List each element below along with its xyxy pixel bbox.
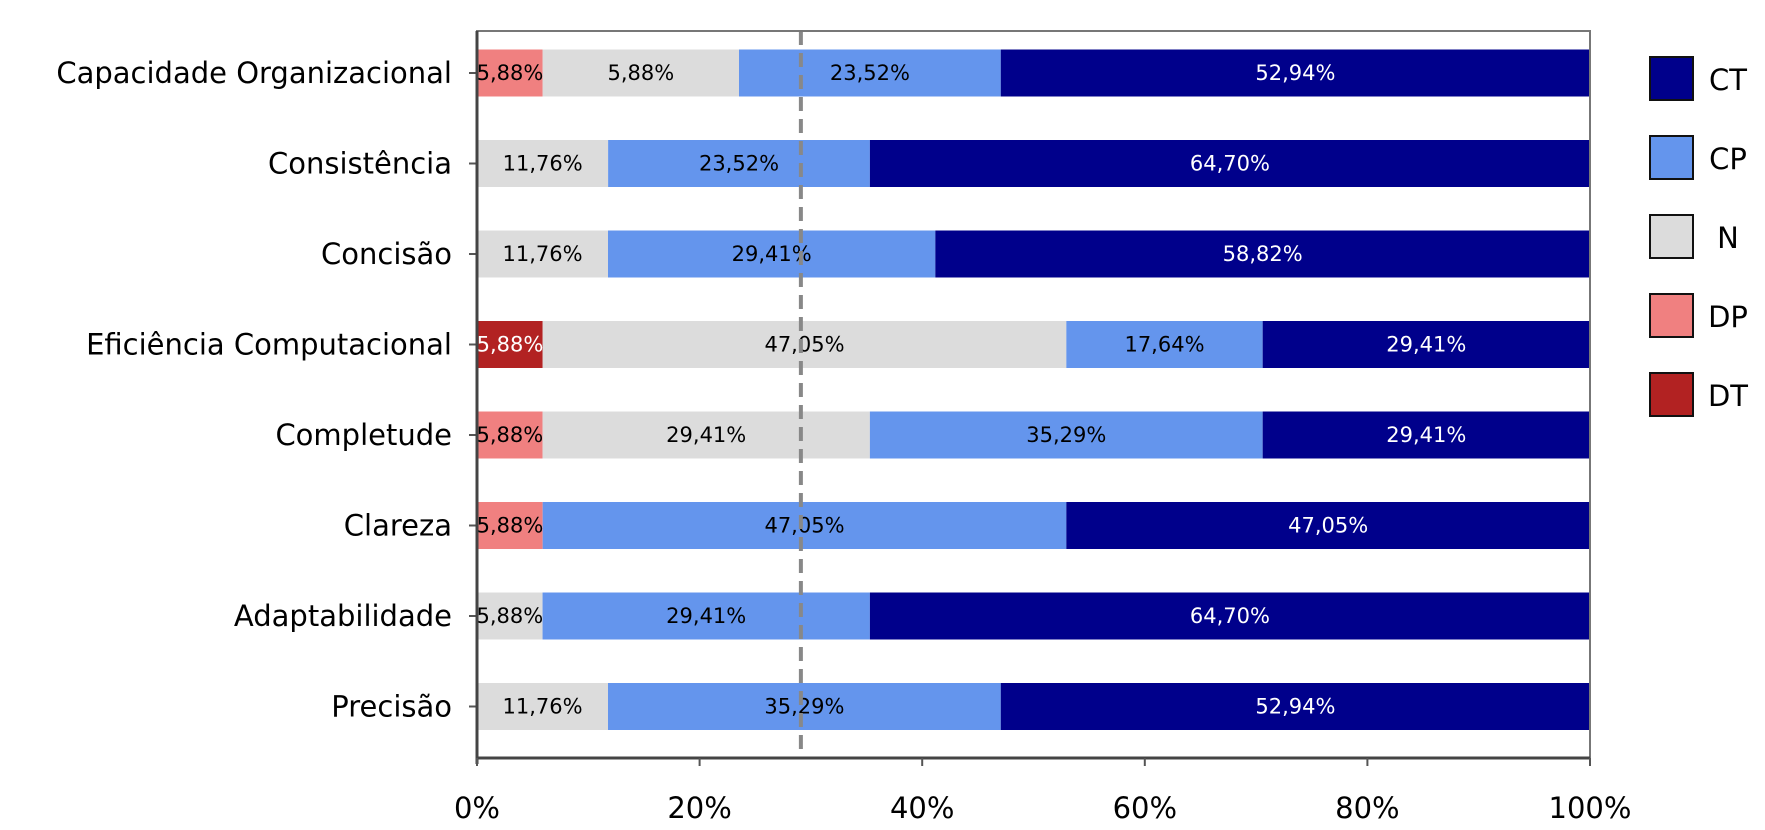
category-label: Eficiência Computacional (86, 328, 452, 362)
legend-swatch-ct (1649, 56, 1694, 101)
bar-segment-dp (477, 411, 543, 459)
bar-segment-n (542, 411, 870, 459)
category-label: Concisão (321, 237, 452, 271)
bar-value-label: 29,41% (666, 604, 746, 628)
x-tick-label: 0% (454, 791, 500, 825)
bar-value-label: 58,82% (1223, 242, 1303, 266)
bar-value-label: 11,76% (503, 695, 583, 719)
bar-segment-dt (477, 321, 543, 368)
x-tick-labels-layer: 0% 20% 40% 60% 80% 100% (454, 791, 1631, 825)
bar-segment-ct (1000, 683, 1590, 730)
legend-swatch-n (1649, 214, 1694, 259)
bar-segment-n (477, 230, 609, 278)
legend-swatch-cp (1649, 135, 1694, 180)
bar-value-label: 29,41% (732, 242, 812, 266)
bars-layer (477, 49, 1590, 730)
bar-segment-n (542, 49, 740, 97)
category-label: Precisão (331, 690, 452, 724)
bar-segment-ct (1262, 321, 1590, 368)
legend-label-cp: CP (1709, 142, 1747, 176)
segment-labels-layer: 5,88% 5,88% 23,52% 52,94% 11,76% 23,52% 64,70%… (476, 61, 1466, 719)
legend-label-ct: CT (1709, 63, 1747, 97)
legend: CT CP N DP DT (1649, 56, 1748, 417)
bar-segment-dp (477, 49, 543, 97)
bar-value-label: 29,41% (666, 423, 746, 447)
x-tick-label: 100% (1549, 791, 1632, 825)
bar-segment-cp (869, 411, 1263, 459)
bar-value-label: 17,64% (1124, 333, 1204, 357)
bar-segment-ct (869, 592, 1590, 640)
bar-value-label: 5,88% (477, 61, 544, 85)
bar-value-label: 35,29% (764, 695, 844, 719)
bar-value-label: 64,70% (1190, 152, 1270, 176)
x-tick-label: 40% (890, 791, 954, 825)
bar-value-label: 23,52% (830, 61, 910, 85)
x-tick-label: 80% (1335, 791, 1399, 825)
bar-segment-cp (542, 502, 1067, 549)
bar-segment-ct (869, 140, 1590, 187)
x-tick-label: 60% (1113, 791, 1177, 825)
category-labels-layer: Capacidade Organizacional Consistência Con… (56, 56, 452, 724)
bar-value-label: 11,76% (503, 152, 583, 176)
bar-value-label: 47,05% (764, 514, 844, 538)
bar-value-label: 23,52% (699, 152, 779, 176)
category-label: Capacidade Organizacional (56, 56, 452, 90)
bar-value-label: 5,88% (477, 514, 544, 538)
bar-segment-dp (477, 502, 543, 549)
bar-value-label: 52,94% (1255, 61, 1335, 85)
bar-value-label: 47,05% (764, 333, 844, 357)
category-label: Consistência (268, 147, 452, 181)
bar-segment-n (477, 592, 543, 640)
bar-segment-cp (608, 230, 936, 278)
bar-value-label: 5,88% (476, 604, 543, 628)
category-label: Adaptabilidade (234, 599, 452, 633)
bar-segment-cp (739, 49, 1001, 97)
legend-label-n: N (1717, 221, 1739, 255)
bar-value-label: 5,88% (476, 423, 543, 447)
legend-swatch-dp (1649, 293, 1694, 338)
bar-segment-n (477, 683, 609, 730)
bar-value-label: 52,94% (1255, 695, 1335, 719)
x-tick-label: 20% (667, 791, 731, 825)
category-label: Clareza (344, 509, 452, 543)
bar-segment-cp (608, 683, 1001, 730)
bar-segment-ct (1262, 411, 1590, 459)
legend-label-dp: DP (1708, 300, 1748, 334)
bar-segment-cp (608, 140, 870, 187)
bar-segment-n (477, 140, 609, 187)
bar-value-label: 11,76% (503, 242, 583, 266)
bar-value-label: 35,29% (1026, 423, 1106, 447)
bar-segment-ct (935, 230, 1590, 278)
bar-value-label: 29,41% (1386, 423, 1466, 447)
bar-value-label: 29,41% (1386, 333, 1466, 357)
bar-segment-n (542, 321, 1067, 368)
bar-segment-ct (1066, 502, 1590, 549)
bar-segment-ct (1000, 49, 1590, 97)
bar-segment-cp (1066, 321, 1263, 368)
bar-value-label: 5,88% (607, 61, 674, 85)
axes-layer (469, 30, 1591, 766)
bar-value-label: 47,05% (1288, 514, 1368, 538)
bar-value-label: 64,70% (1190, 604, 1270, 628)
legend-label-dt: DT (1708, 379, 1748, 413)
bar-segment-cp (542, 592, 870, 640)
bar-value-label: 5,88% (477, 333, 544, 357)
legend-swatch-dt (1649, 372, 1694, 417)
category-label: Completude (275, 418, 452, 452)
